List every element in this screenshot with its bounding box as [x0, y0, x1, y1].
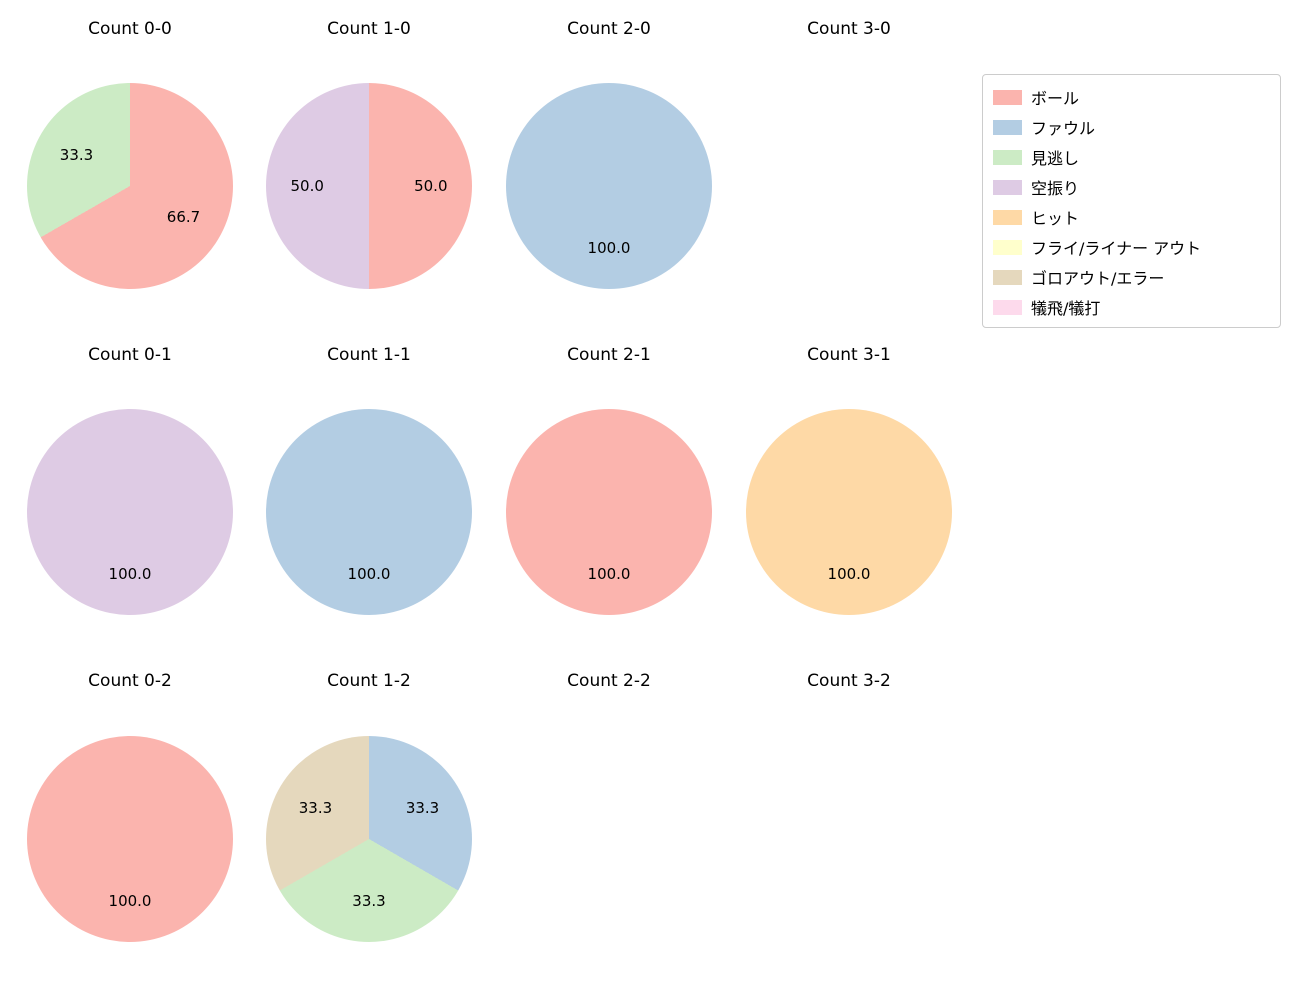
- legend: ボールファウル見逃し空振りヒットフライ/ライナー アウト ゴロアウト/エラー 犠飛/…: [982, 74, 1281, 328]
- slice-percentage-label: 50.0: [414, 177, 448, 195]
- legend-color-swatch: [993, 269, 1022, 285]
- slice-percentage-label: 100.0: [587, 564, 631, 583]
- slice-percentage-label: 100.0: [108, 891, 152, 910]
- slice-percentage-label: 33.3: [405, 799, 440, 818]
- slice-percentage-label: 100.0: [347, 564, 391, 583]
- chart-title: Count 3-0: [807, 19, 891, 39]
- legend-item: フライ/ライナー アウト: [993, 232, 1270, 262]
- chart-title: Count 0-0: [88, 19, 172, 39]
- slice-percentage-label: 33.3: [59, 146, 94, 165]
- pie: [506, 83, 712, 289]
- legend-color-swatch: [993, 209, 1022, 225]
- legend-item: 犠飛/犠打: [993, 292, 1270, 322]
- chart-title: Count 2-2: [567, 671, 651, 691]
- legend-label: 空振り: [1031, 179, 1080, 198]
- chart-title: Count 1-0: [327, 19, 411, 39]
- legend-item: ボール: [993, 82, 1270, 112]
- pie: [27, 409, 233, 615]
- legend-label: フライ/ライナー アウト: [1031, 239, 1202, 258]
- legend-item: ゴロアウト/エラー: [993, 262, 1270, 292]
- slice-percentage-label: 100.0: [587, 238, 631, 257]
- slice-percentage-label: 100.0: [108, 564, 152, 583]
- chart-title: Count 3-2: [807, 671, 891, 691]
- legend-label: ゴロアウト/エラー: [1031, 269, 1165, 288]
- legend-label: ボール: [1031, 89, 1080, 108]
- slice-percentage-label: 66.7: [166, 207, 201, 226]
- legend-label: ヒット: [1031, 209, 1080, 228]
- legend-color-swatch: [993, 179, 1022, 195]
- legend-color-swatch: [993, 149, 1022, 165]
- chart-title: Count 3-1: [807, 345, 891, 365]
- legend-label: 見逃し: [1031, 149, 1080, 168]
- pie: [266, 736, 472, 942]
- pie: [266, 409, 472, 615]
- slice-percentage-label: 100.0: [827, 564, 871, 583]
- chart-title: Count 2-0: [567, 19, 651, 39]
- slice-percentage-label: 50.0: [290, 177, 324, 195]
- pie: [27, 736, 233, 942]
- pie: [746, 409, 952, 615]
- legend-color-swatch: [993, 89, 1022, 105]
- legend-color-swatch: [993, 299, 1022, 315]
- chart-title: Count 1-2: [327, 671, 411, 691]
- pie: [506, 409, 712, 615]
- slice-percentage-label: 33.3: [298, 799, 333, 818]
- slice-percentage-label: 33.3: [352, 891, 386, 910]
- legend-label: ファウル: [1031, 119, 1096, 138]
- chart-title: Count 0-2: [88, 671, 172, 691]
- legend-label: 犠飛/犠打: [1031, 299, 1101, 318]
- legend-item: ファウル: [993, 112, 1270, 142]
- legend-item: ヒット: [993, 202, 1270, 232]
- chart-title: Count 2-1: [567, 345, 651, 365]
- legend-color-swatch: [993, 119, 1022, 135]
- chart-title: Count 1-1: [327, 345, 411, 365]
- pie: [266, 83, 472, 289]
- legend-item: 見逃し: [993, 142, 1270, 172]
- legend-item: 空振り: [993, 172, 1270, 202]
- chart-title: Count 0-1: [88, 345, 172, 365]
- legend-color-swatch: [993, 239, 1022, 255]
- pie: [27, 83, 233, 289]
